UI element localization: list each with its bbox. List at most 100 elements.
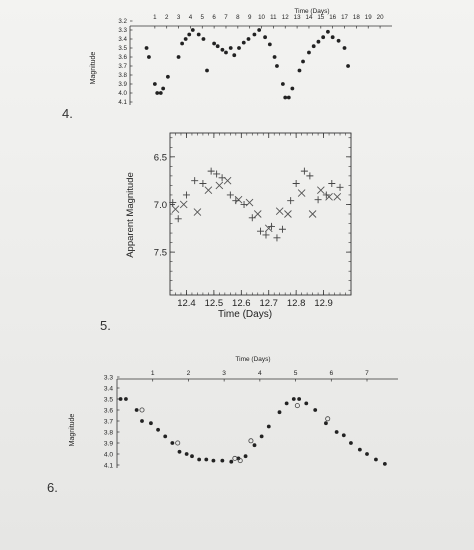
data-point — [252, 32, 257, 37]
data-point — [286, 95, 291, 100]
data-point — [330, 35, 335, 40]
data-point — [308, 210, 317, 218]
x-tick-label: 2 — [187, 370, 191, 377]
x-tick-label: 19 — [365, 14, 372, 21]
data-point — [328, 180, 336, 188]
y-tick-label: 3.7 — [104, 418, 113, 425]
data-point — [184, 452, 189, 456]
data-point — [284, 210, 292, 218]
data-point — [196, 32, 201, 37]
x-tick-label: 3 — [177, 14, 181, 21]
data-point — [140, 419, 144, 423]
data-point — [264, 224, 273, 233]
data-point — [204, 457, 209, 462]
data-point — [240, 200, 248, 208]
data-point — [297, 189, 306, 197]
y-tick-label: 3.8 — [104, 429, 113, 436]
y-tick-label: 3.9 — [104, 440, 113, 447]
data-point — [326, 29, 330, 34]
chart-5: 12.4 12.5 12.6 12.7 12.8 12.9 6.5 7.0 7.5 Time (D… — [125, 132, 352, 320]
data-point — [182, 191, 190, 199]
y-tick-label: 6.5 — [154, 152, 167, 163]
data-point — [300, 167, 308, 175]
x-tick-label: 12.4 — [177, 298, 196, 309]
y-tick-label: 7.0 — [154, 200, 167, 211]
data-point — [307, 50, 311, 55]
data-point — [156, 427, 160, 432]
data-point — [237, 46, 241, 50]
data-point — [294, 403, 300, 409]
data-point — [297, 68, 302, 73]
data-point — [278, 225, 286, 233]
x-tick-label: 13 — [294, 14, 301, 21]
y-tick-label: 4.0 — [118, 90, 127, 97]
y-tick-label: 7.5 — [154, 248, 167, 259]
data-point — [147, 55, 151, 59]
data-point — [124, 397, 128, 401]
data-point — [316, 39, 321, 44]
data-point — [229, 459, 234, 464]
x-axis-label: Time (Days) — [294, 8, 329, 15]
data-point — [118, 397, 123, 401]
data-point — [224, 50, 228, 55]
y-tick-label: 4.1 — [118, 99, 127, 106]
data-point — [341, 433, 346, 438]
data-point — [144, 46, 149, 50]
data-point — [171, 205, 180, 214]
data-point — [165, 74, 170, 79]
data-point — [241, 40, 246, 45]
data-point — [283, 95, 288, 100]
data-point — [155, 91, 160, 95]
data-point — [248, 214, 256, 222]
x-tick-label: 7 — [224, 14, 228, 21]
data-point — [211, 458, 216, 463]
data-point — [306, 172, 314, 180]
question-number-5: 5. — [100, 318, 111, 333]
x-tick-label: 12.9 — [314, 298, 333, 309]
data-point — [262, 231, 270, 239]
data-point — [357, 447, 362, 452]
data-point — [349, 441, 353, 445]
data-point — [220, 458, 225, 463]
data-point — [158, 91, 163, 95]
data-point — [346, 64, 350, 68]
x-tick-label: 12.6 — [232, 298, 251, 309]
data-point — [382, 462, 387, 466]
data-point — [179, 200, 188, 209]
data-point — [259, 434, 264, 439]
data-point — [199, 180, 207, 188]
data-point — [187, 32, 192, 37]
data-point — [291, 397, 296, 401]
data-point — [204, 186, 213, 194]
y-tick-label: 3.3 — [118, 27, 127, 34]
data-point — [297, 397, 302, 401]
data-point — [321, 35, 326, 40]
y-tick-label: 3.5 — [104, 396, 113, 403]
chart-4: 1 2 3 4 5 6 7 8 9 10 11 12 13 14 15 16 17 18 19 203.23.33.4… — [90, 8, 392, 106]
y-axis-label: Magnitude — [69, 414, 76, 447]
data-point — [232, 455, 238, 461]
data-point — [212, 41, 217, 46]
x-tick-label: 1 — [151, 370, 155, 377]
y-tick-label: 3.4 — [104, 385, 113, 392]
data-point — [232, 53, 237, 58]
data-point — [252, 443, 257, 448]
question-number-6: 6. — [47, 480, 58, 495]
y-tick-label: 3.8 — [118, 72, 127, 79]
data-point — [232, 197, 240, 205]
data-point — [191, 177, 199, 185]
data-point — [304, 401, 309, 406]
data-point — [220, 47, 225, 52]
data-point — [149, 421, 153, 426]
x-tick-label: 12 — [282, 14, 289, 21]
x-tick-label: 12.5 — [205, 298, 224, 309]
data-point — [163, 434, 168, 439]
x-tick-label: 1 — [153, 14, 157, 21]
data-point — [311, 44, 316, 49]
data-point — [263, 35, 267, 40]
data-point — [325, 416, 331, 422]
data-point — [207, 167, 215, 175]
data-point — [180, 41, 185, 46]
x-tick-label: 5 — [201, 14, 205, 21]
